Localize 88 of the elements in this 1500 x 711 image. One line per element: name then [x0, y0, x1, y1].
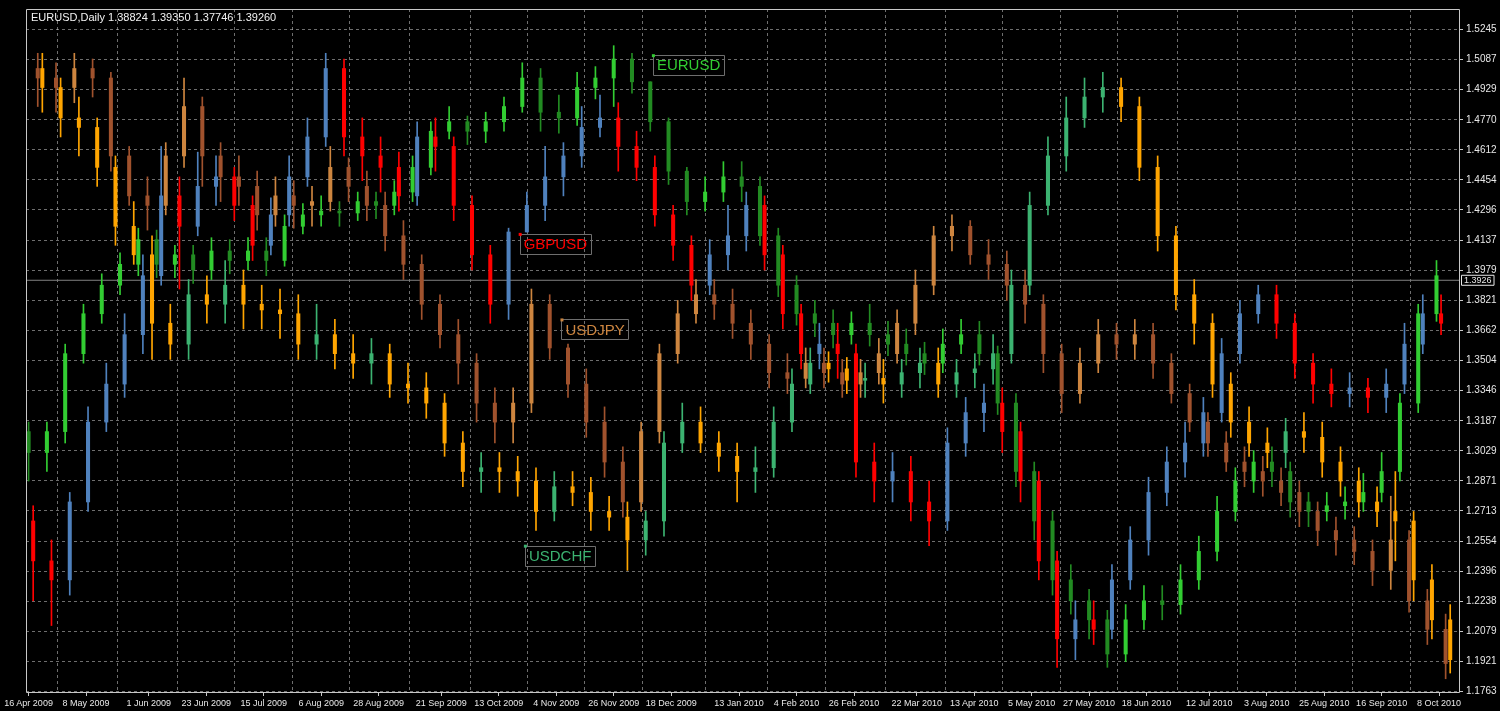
y-tick-label: 1.2079	[1466, 625, 1498, 637]
x-tick-label: 5 May 2010	[1008, 697, 1056, 708]
y-tick-label: 1.1763	[1466, 685, 1498, 697]
candlestick	[373, 191, 379, 220]
x-tick-label: 25 Aug 2010	[1298, 697, 1350, 708]
x-tick-label: 16 Sep 2010	[1356, 697, 1408, 708]
y-tick-label: 1.2238	[1466, 594, 1498, 606]
y-tick-label: 1.4454	[1466, 173, 1498, 185]
x-tick-label: 22 Mar 2010	[891, 697, 942, 708]
candlestick	[1375, 486, 1380, 527]
y-tick-label: 1.2713	[1466, 504, 1498, 516]
candlestick	[1132, 319, 1137, 360]
y-tick-label: 1.2554	[1466, 534, 1498, 546]
x-tick-label: 26 Feb 2010	[828, 697, 880, 708]
annotation: USDCHF	[528, 546, 592, 564]
candlestick	[1100, 71, 1105, 113]
y-tick-label: 1.3187	[1466, 414, 1498, 426]
x-tick-label: 16 Apr 2009	[4, 697, 53, 708]
candlestick	[607, 495, 612, 531]
candlestick	[236, 155, 241, 206]
candlestick	[310, 186, 315, 227]
y-tick-label: 1.4929	[1466, 83, 1498, 95]
candlestick	[479, 452, 484, 493]
y-tick-label: 1.3346	[1466, 384, 1498, 396]
candlestick	[264, 237, 269, 277]
candlestick	[917, 347, 922, 389]
candlestick	[204, 275, 209, 324]
y-tick-label: 1.3821	[1466, 293, 1498, 305]
x-tick-label: 1 Jun 2009	[126, 697, 172, 708]
candlestick	[981, 383, 986, 432]
x-tick-label: 27 May 2010	[1063, 697, 1116, 708]
x-tick-label: 3 Aug 2010	[1243, 697, 1290, 708]
candlestick	[1301, 412, 1306, 453]
x-tick-label: 23 Jun 2009	[181, 697, 231, 708]
candlestick	[863, 362, 868, 398]
x-tick-label: 26 Nov 2009	[588, 697, 640, 708]
y-tick-label: 1.4137	[1466, 233, 1498, 245]
candlestick	[1333, 516, 1338, 556]
candlestick	[1324, 492, 1329, 522]
candlestick	[35, 52, 40, 107]
x-tick-label: 12 Jul 2010	[1185, 697, 1233, 708]
candlestick	[835, 322, 840, 379]
y-tick-label: 1.4770	[1466, 113, 1498, 125]
y-tick-label: 1.3979	[1466, 263, 1498, 275]
candlestick	[1439, 294, 1444, 335]
y-tick-label: 1.3029	[1466, 444, 1498, 456]
annotation: EURUSD	[656, 56, 721, 74]
candlestick	[739, 161, 744, 202]
x-tick-label: 13 Apr 2010	[949, 697, 999, 708]
ref-line-label: 1.3926	[1464, 275, 1492, 286]
annotation: GBPUSD	[523, 235, 588, 253]
candlestick	[76, 96, 81, 157]
candlestick	[259, 284, 264, 330]
x-tick-label: 8 May 2009	[62, 697, 110, 708]
y-tick-label: 1.3504	[1466, 354, 1498, 366]
y-tick-label: 1.2396	[1466, 564, 1498, 576]
x-tick-label: 18 Jun 2010	[1121, 697, 1172, 708]
candlestick	[821, 347, 826, 389]
x-tick-label: 4 Nov 2009	[533, 697, 580, 708]
candlestick	[1160, 585, 1165, 621]
x-tick-label: 28 Aug 2009	[353, 697, 404, 708]
y-tick-label: 1.1921	[1466, 655, 1498, 667]
x-tick-label: 6 Aug 2009	[298, 697, 344, 708]
candlestick	[54, 62, 59, 113]
x-tick-label: 4 Feb 2010	[773, 697, 820, 708]
y-tick-label: 1.5087	[1466, 53, 1498, 65]
x-tick-label: 8 Oct 2010	[1417, 697, 1462, 708]
y-tick-label: 1.2871	[1466, 474, 1498, 486]
annotation: USDJPY	[565, 320, 625, 338]
x-tick-label: 21 Sep 2009	[415, 697, 467, 708]
candlestick	[597, 94, 603, 138]
y-tick-label: 1.3662	[1466, 324, 1498, 336]
x-tick-label: 13 Oct 2009	[474, 697, 524, 708]
candlestick	[1269, 446, 1274, 488]
chart-title: EURUSD,Daily 1.38824 1.39350 1.37746 1.39260	[31, 10, 277, 23]
candlestick	[1260, 455, 1265, 497]
x-tick-label: 18 Dec 2009	[645, 697, 697, 708]
candlestick	[291, 180, 296, 229]
candlestick	[712, 279, 717, 320]
candlestick	[515, 455, 520, 497]
y-tick-label: 1.5245	[1466, 23, 1498, 35]
x-tick-label: 15 Jul 2009	[240, 697, 287, 708]
y-tick-label: 1.4612	[1466, 143, 1498, 155]
candlestick	[556, 94, 561, 134]
candlestick	[214, 155, 219, 206]
y-tick-label: 1.4296	[1466, 203, 1498, 215]
x-tick-label: 13 Jan 2010	[714, 697, 764, 708]
candlestick	[351, 334, 356, 379]
